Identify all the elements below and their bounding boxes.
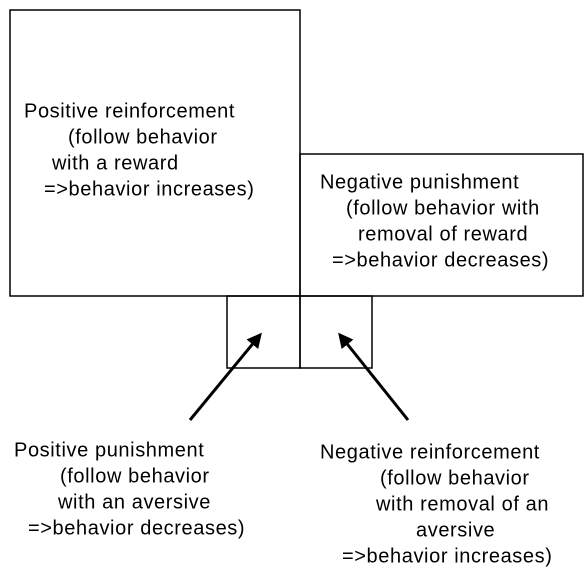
label-line: =>behavior increases) (342, 545, 553, 567)
label-line: with an aversive (57, 491, 211, 513)
negative-reinforcement-box (299, 295, 373, 369)
label-line: =>behavior increases) (44, 178, 255, 200)
negative-punishment-box (299, 153, 584, 297)
label-line: with removal of an (375, 493, 549, 515)
label-line: =>behavior decreases) (28, 517, 245, 539)
positive-reinforcement-box (9, 9, 301, 297)
arrow (338, 332, 410, 421)
label-line: removal of reward (358, 223, 528, 245)
label-line: aversive (416, 519, 495, 541)
label-line: Positive punishment (14, 439, 204, 461)
label-line: Negative punishment (320, 171, 519, 193)
label-line: (follow behavior (380, 467, 530, 489)
arrow (188, 332, 262, 421)
positive-punishment-box (226, 295, 301, 369)
label-line: =>behavior decreases) (332, 249, 549, 271)
label-line: with a reward (51, 152, 179, 174)
label-line: Positive reinforcement (24, 100, 235, 122)
label-line: (follow behavior (68, 126, 218, 148)
label-line: Negative reinforcement (320, 441, 540, 463)
label-line: (follow behavior (60, 465, 210, 487)
label-line: (follow behavior with (346, 197, 540, 219)
